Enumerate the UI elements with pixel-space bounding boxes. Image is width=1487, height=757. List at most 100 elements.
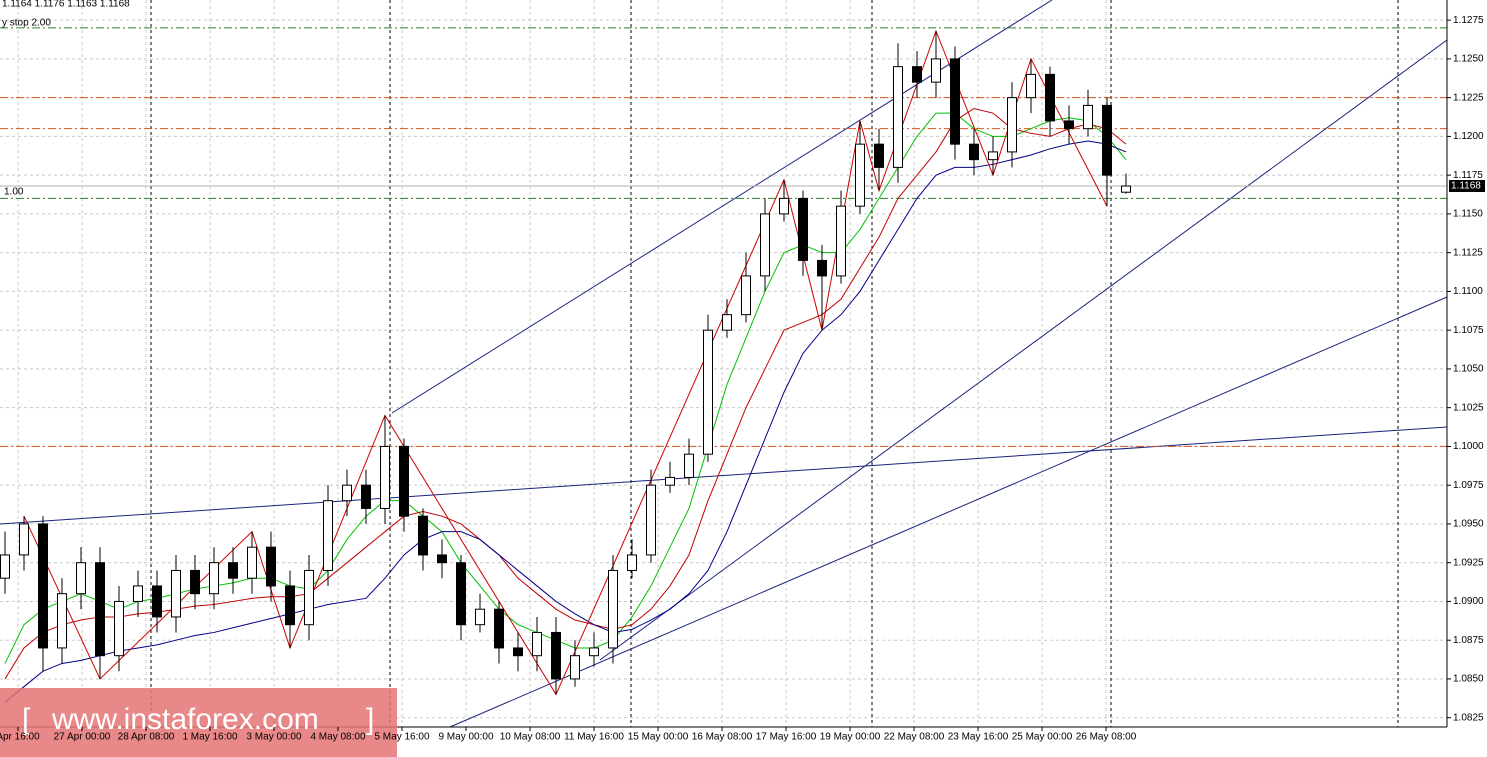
y-tick-label: 1.1050 (1453, 364, 1484, 375)
candle-body (893, 66, 903, 168)
trend-lines (0, 0, 1448, 728)
candle-body (171, 569, 181, 618)
y-tick-label: 1.1000 (1453, 441, 1484, 452)
candle-body (1064, 120, 1074, 130)
moving-average (4, 107, 1127, 680)
candle-body (836, 205, 846, 277)
candle-body (627, 554, 637, 571)
candle-body (475, 608, 485, 626)
candle-body (437, 554, 447, 564)
candle-body (38, 523, 48, 649)
candle-body (570, 655, 580, 680)
x-tick-label: 22 May 08:00 (884, 732, 945, 743)
watermark-box (0, 688, 397, 757)
candle-body (1102, 104, 1112, 176)
price-tag (1449, 180, 1485, 193)
watermark-bracket: [ (22, 703, 31, 736)
x-tick-label: 23 May 16:00 (948, 732, 1009, 743)
y-tick-label: 1.0925 (1453, 557, 1484, 568)
candle-body (589, 647, 599, 657)
y-tick-label: 1.0825 (1453, 712, 1484, 723)
plot (0, 27, 1447, 703)
y-tick-label: 1.1125 (1453, 247, 1483, 258)
candle-body (513, 647, 523, 657)
x-tick-label: 9 May 00:00 (438, 732, 493, 743)
candle-body (931, 58, 941, 83)
candle-body (741, 275, 751, 316)
candle-body (608, 569, 618, 649)
candle-body (152, 585, 162, 618)
candle-body (95, 562, 105, 657)
x-tick-label: 25 May 00:00 (1012, 732, 1073, 743)
candle-body (1045, 73, 1055, 122)
x-tick-label: 1 May 16:00 (182, 732, 237, 743)
candle-body (798, 197, 808, 261)
x-tick-label: Apr 16:00 (0, 732, 40, 743)
y-tick-label: 1.0850 (1453, 674, 1484, 685)
y-tick-label: 1.1150 (1453, 209, 1483, 220)
x-tick-label: 4 May 08:00 (310, 732, 365, 743)
y-tick-label: 1.1200 (1453, 131, 1484, 142)
candle-body (380, 445, 390, 509)
candle-body (190, 569, 200, 595)
candle-body (1121, 185, 1131, 193)
x-tick-label: 19 May 00:00 (820, 732, 881, 743)
candle-body (855, 143, 865, 207)
candle-body (1007, 97, 1017, 153)
candle-body (323, 500, 333, 571)
moving-average (4, 140, 1127, 703)
candle-body (247, 546, 257, 579)
candle-body (114, 600, 124, 657)
candle-body (76, 562, 86, 595)
x-tick-label: 3 May 00:00 (246, 732, 301, 743)
candle-body (665, 476, 675, 486)
y-tick-label: 1.0900 (1453, 596, 1484, 607)
candle-body (228, 562, 238, 579)
candle-body (285, 585, 295, 626)
candle-body (0, 554, 10, 579)
candle-body (969, 143, 979, 161)
candle-body (304, 569, 314, 626)
candle-body (361, 484, 371, 509)
x-tick-label: 28 Apr 08:00 (118, 732, 175, 743)
y-tick-label: 1.1175 (1453, 170, 1483, 181)
candle-body (494, 608, 504, 649)
y-tick-label: 1.0875 (1453, 635, 1484, 646)
y-tick-label: 1.1225 (1453, 92, 1484, 103)
candle-body (342, 484, 352, 502)
level-label: 1.00 (4, 187, 24, 198)
y-tick-label: 1.1250 (1453, 54, 1484, 65)
trend-line (449, 296, 1448, 728)
candle-body (456, 562, 466, 626)
candle-body (817, 259, 827, 277)
x-tick-label: 11 May 16:00 (564, 732, 624, 743)
candle-body (722, 314, 732, 331)
candle-body (266, 546, 276, 587)
x-tick-label: 16 May 08:00 (692, 732, 753, 743)
x-tick-label: 27 Apr 00:00 (54, 732, 111, 743)
candle-body (646, 484, 656, 556)
y-tick-label: 1.1075 (1453, 325, 1484, 336)
ohlc-header: 1.1164 1.1176 1.1163 1.1168 (2, 0, 130, 10)
x-tick-label: 10 May 08:00 (500, 732, 561, 743)
candle-body (1026, 73, 1036, 99)
indicator-label: y stop 2.00 (2, 18, 51, 29)
candle-body (19, 523, 29, 556)
y-tick-label: 1.0950 (1453, 519, 1484, 530)
candle-body (912, 66, 922, 83)
candle-body (988, 151, 998, 161)
candle-body (684, 453, 694, 478)
trend-line (391, 0, 1053, 414)
candle-body (133, 585, 143, 602)
candle-body (779, 197, 789, 215)
candle-body (874, 143, 884, 168)
y-tick-label: 1.1275 (1453, 15, 1484, 26)
x-tick-label: 17 May 16:00 (756, 732, 817, 743)
trend-line (0, 426, 1448, 525)
x-tick-label: 26 May 08:00 (1076, 732, 1137, 743)
price-tag-label: 1.1168 (1451, 181, 1481, 192)
watermark-bracket: ] (366, 703, 374, 736)
candle-body (760, 213, 770, 277)
